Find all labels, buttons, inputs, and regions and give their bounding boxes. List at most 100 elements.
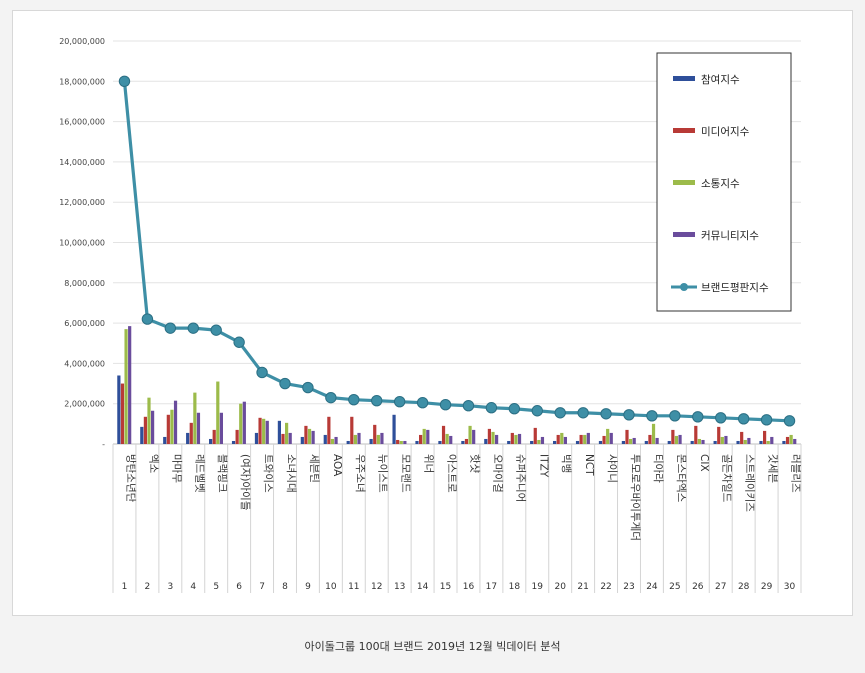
- category-label: 슈퍼주니어: [514, 454, 526, 502]
- bar: [415, 440, 419, 444]
- bar: [724, 435, 728, 444]
- rank-label: 25: [669, 582, 680, 592]
- bar: [281, 433, 285, 444]
- data-point: [577, 407, 589, 419]
- bar: [231, 440, 236, 444]
- bar: [537, 439, 541, 444]
- bar: [743, 439, 747, 444]
- bar: [563, 436, 567, 444]
- bar: [124, 329, 128, 444]
- category-label: 모모랜드: [400, 454, 412, 493]
- data-point: [279, 377, 291, 390]
- category-label: 위너: [423, 454, 436, 473]
- bar: [209, 438, 213, 444]
- bar: [583, 434, 587, 444]
- data-point: [737, 413, 750, 425]
- bar: [196, 412, 201, 444]
- bar: [468, 425, 472, 444]
- rank-label: 6: [236, 582, 242, 592]
- data-point: [325, 391, 337, 404]
- legend-swatch: [673, 128, 695, 133]
- bar: [166, 414, 170, 444]
- bar: [170, 409, 174, 444]
- legend-label: 브랜드평판지수: [701, 282, 769, 294]
- category-label: 트와이스: [262, 454, 274, 493]
- data-point: [554, 407, 566, 419]
- category-label: 아스트로: [446, 454, 458, 493]
- data-point: [416, 396, 429, 409]
- rank-label: 28: [738, 582, 750, 592]
- bar: [720, 436, 724, 444]
- bar: [667, 440, 671, 444]
- category-label: 방탄소년단: [124, 454, 136, 503]
- bar: [426, 429, 430, 444]
- line-layer: [118, 75, 796, 427]
- category-label: 뉴이스트: [377, 454, 389, 493]
- data-point: [485, 402, 498, 414]
- y-tick-label: -: [102, 440, 105, 449]
- bar: [472, 429, 476, 444]
- bar: [625, 429, 629, 444]
- rank-label: 14: [417, 582, 429, 592]
- legend-label: 커뮤니티지수: [701, 230, 759, 242]
- bar: [399, 440, 403, 444]
- category-label: 세븐틴: [308, 454, 320, 483]
- rank-label: 19: [532, 582, 544, 592]
- bar: [151, 410, 155, 444]
- data-point: [623, 409, 635, 421]
- bar: [307, 428, 312, 444]
- bar: [510, 432, 514, 444]
- bar: [717, 426, 721, 444]
- y-tick-labels: - 2,000,000 4,000,000 6,000,000 8,000,000 10,…: [59, 37, 105, 449]
- bar: [323, 434, 327, 444]
- y-tick-label: 16,000,000: [59, 118, 105, 127]
- rank-label: 17: [486, 582, 497, 592]
- rank-label: 27: [715, 582, 726, 592]
- category-label: 소녀시대: [285, 454, 297, 493]
- bar: [736, 440, 740, 444]
- bar: [785, 436, 790, 444]
- bar: [143, 416, 147, 444]
- bar: [713, 440, 717, 444]
- data-point: [371, 394, 383, 407]
- rank-label: 16: [463, 582, 475, 592]
- category-label: 샤이니: [606, 454, 618, 483]
- legend-marker: [680, 283, 688, 291]
- bar: [560, 432, 564, 444]
- category-label: 몬스타엑스: [675, 454, 687, 503]
- rank-label: 10: [325, 582, 337, 592]
- bar: [334, 436, 338, 444]
- bar: [553, 440, 557, 444]
- bar: [464, 438, 469, 444]
- data-point: [187, 322, 199, 334]
- bar: [487, 428, 491, 444]
- category-label: CIX: [698, 454, 710, 472]
- category-label: NCT: [583, 454, 595, 476]
- category-label: 러블리즈: [790, 454, 802, 493]
- rank-label: 8: [282, 582, 288, 592]
- bar-layer: [117, 326, 797, 444]
- data-point: [393, 395, 406, 408]
- rank-label: 23: [623, 582, 634, 592]
- bar: [789, 434, 793, 444]
- bar: [353, 434, 357, 444]
- bar: [120, 383, 125, 444]
- bar: [216, 381, 220, 444]
- category-label: 오마이걸: [491, 454, 504, 493]
- bar: [422, 428, 426, 444]
- category-label: ITZY: [537, 454, 549, 478]
- bar: [346, 440, 350, 444]
- y-tick-label: 10,000,000: [59, 239, 105, 248]
- category-label: 빅뱅: [560, 454, 572, 473]
- legend-swatch: [673, 232, 695, 237]
- bar: [242, 401, 246, 444]
- data-point: [508, 403, 521, 415]
- bar: [350, 416, 354, 444]
- rank-label: 22: [600, 582, 611, 592]
- bar: [644, 440, 648, 444]
- bar: [186, 432, 190, 444]
- bar: [285, 422, 289, 444]
- data-point: [118, 75, 131, 88]
- bar: [369, 438, 373, 444]
